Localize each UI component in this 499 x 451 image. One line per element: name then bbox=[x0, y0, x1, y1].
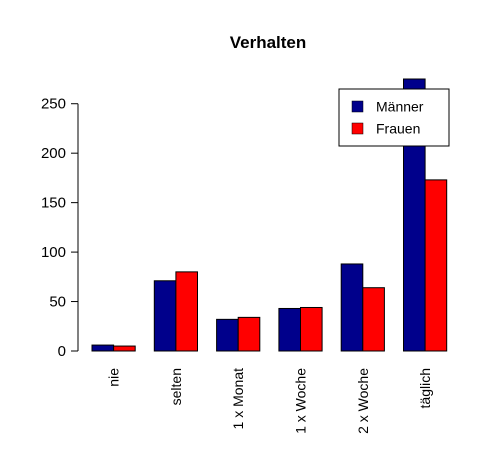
bar-maenner bbox=[91, 344, 115, 352]
x-tick-label: 2 x Woche bbox=[355, 368, 371, 434]
legend-swatch bbox=[351, 100, 364, 113]
legend-box bbox=[338, 88, 450, 147]
y-tick-label: 200 bbox=[41, 145, 66, 162]
bar-frauen bbox=[237, 316, 261, 352]
y-tick-label: 100 bbox=[41, 244, 66, 261]
x-tick-label: täglich bbox=[417, 368, 433, 408]
legend-label: Männer bbox=[376, 99, 424, 115]
x-tick-label: 1 x Woche bbox=[293, 368, 309, 434]
y-tick-label: 0 bbox=[58, 343, 66, 360]
bars bbox=[91, 78, 448, 352]
legend-label: Frauen bbox=[376, 121, 420, 137]
x-tick-label: selten bbox=[168, 368, 184, 405]
bar-maenner bbox=[216, 318, 239, 352]
bar-maenner bbox=[278, 307, 301, 352]
bar-frauen bbox=[113, 345, 136, 352]
bar-frauen bbox=[300, 306, 323, 352]
bar-frauen bbox=[424, 179, 448, 352]
x-tick-label: 1 x Monat bbox=[230, 368, 246, 430]
x-tick-label: nie bbox=[106, 368, 122, 387]
y-tick-label: 150 bbox=[41, 195, 66, 212]
y-axis: 0 50 100 150 200 250 bbox=[41, 96, 79, 360]
y-tick-label: 250 bbox=[41, 96, 66, 113]
bar-frauen bbox=[175, 271, 198, 352]
bar-maenner bbox=[153, 280, 177, 352]
x-axis-labels: nie selten 1 x Monat 1 x Woche 2 x Woche tägl… bbox=[106, 368, 434, 434]
bar-frauen bbox=[362, 287, 385, 352]
chart-title: Verhalten bbox=[230, 33, 307, 52]
legend: Männer Frauen bbox=[338, 88, 450, 147]
bar-maenner bbox=[340, 263, 364, 352]
y-tick-label: 50 bbox=[49, 294, 66, 311]
legend-swatch bbox=[351, 122, 364, 135]
